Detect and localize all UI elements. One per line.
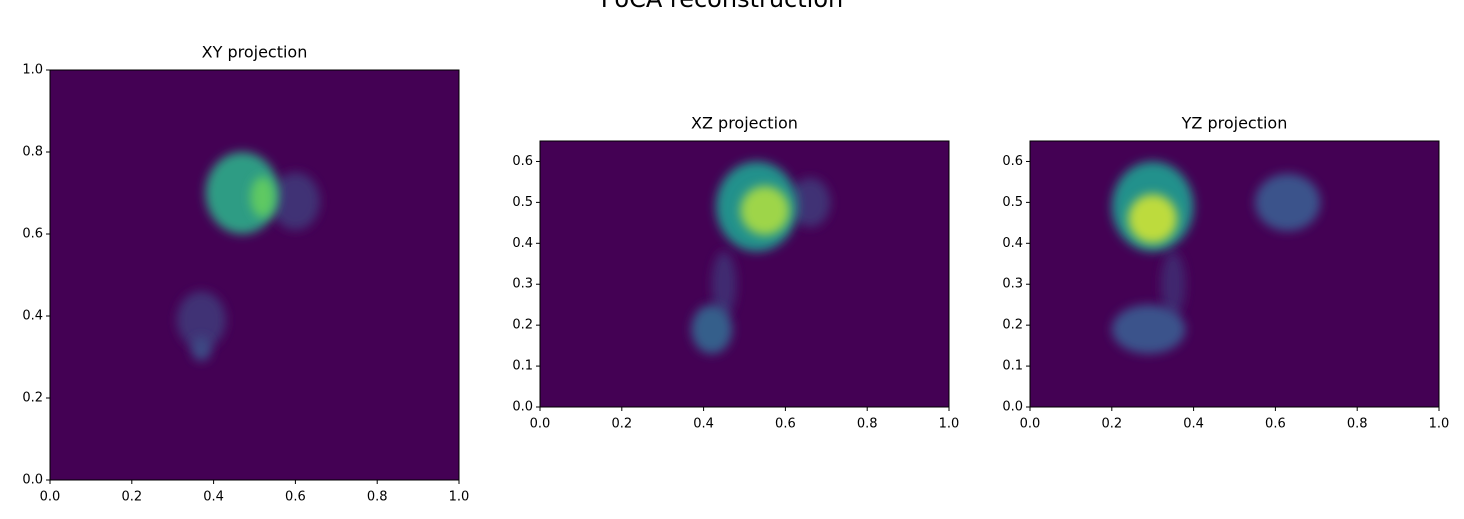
axes-frame [1029, 140, 1440, 408]
x-tick-label: 0.8 [1347, 417, 1368, 432]
heatmap-background [50, 70, 459, 480]
y-tick-label: 0.0 [512, 400, 533, 415]
axes-frame [49, 69, 460, 481]
y-tick-label: 0.0 [1002, 400, 1023, 415]
density-blob [1160, 251, 1186, 317]
x-tick-label: 0.4 [203, 490, 224, 505]
x-tick-label: 0.4 [1183, 417, 1204, 432]
x-tick-label: 1.0 [939, 417, 960, 432]
panel-title: XZ projection [691, 114, 798, 133]
heatmap [540, 141, 949, 407]
x-tick-label: 0.2 [1101, 417, 1122, 432]
x-tick-label: 1.0 [449, 490, 470, 505]
density-blob [691, 304, 733, 354]
density-blob [1111, 304, 1186, 354]
density-blob [191, 336, 212, 362]
y-tick-label: 0.4 [1002, 236, 1023, 251]
axes-frame [539, 140, 950, 408]
x-tick-label: 0.0 [40, 490, 61, 505]
panel: YZ projection 0.0 0.2 0.4 0.6 0.8 1.0 0.0 0.1 0.2… [1002, 114, 1449, 432]
x-tick-label: 0.4 [693, 417, 714, 432]
axes: 0.0 0.2 0.4 0.6 0.8 1.0 0.0 0.1 0.2 0.3 0.4 0.5 0.6 [1002, 140, 1450, 432]
y-tick-label: 0.3 [1002, 277, 1023, 292]
y-tick-label: 0.5 [512, 195, 533, 210]
panel: XZ projection 0.0 0.2 0.4 0.6 0.8 1.0 0.0 0.1 0.2… [512, 114, 959, 432]
density-blob [250, 176, 275, 218]
y-tick-label: 0.1 [512, 359, 533, 374]
axes: 0.0 0.2 0.4 0.6 0.8 1.0 0.0 0.2 0.4 0.6 0.8 1.0 [22, 63, 469, 505]
density-blob [176, 291, 226, 349]
heatmap [1030, 141, 1439, 407]
figure-title: PoCA reconstruction [601, 0, 843, 13]
y-tick-label: 0.8 [22, 145, 43, 160]
axes: 0.0 0.2 0.4 0.6 0.8 1.0 0.0 0.1 0.2 0.3 0.4 0.5 0.6 [512, 140, 960, 432]
y-tick-label: 0.1 [1002, 359, 1023, 374]
y-tick-label: 0.2 [1002, 318, 1023, 333]
y-tick-label: 0.6 [22, 227, 43, 242]
x-tick-label: 0.8 [857, 417, 878, 432]
x-tick-label: 0.6 [775, 417, 796, 432]
heatmap [50, 70, 459, 480]
x-tick-label: 0.2 [121, 490, 142, 505]
panel: XY projection 0.0 0.2 0.4 0.6 0.8 1.0 0.0 0.2 0.4… [22, 43, 469, 505]
x-tick-label: 0.2 [611, 417, 632, 432]
x-tick-label: 0.6 [1265, 417, 1286, 432]
x-tick-label: 0.0 [530, 417, 551, 432]
y-tick-label: 1.0 [22, 63, 43, 78]
y-tick-label: 0.2 [22, 391, 43, 406]
x-tick-label: 0.8 [367, 490, 388, 505]
y-tick-label: 0.2 [512, 318, 533, 333]
y-tick-label: 0.0 [22, 473, 43, 488]
panel-title: YZ projection [1181, 114, 1288, 133]
y-tick-label: 0.4 [22, 309, 43, 324]
density-blob [789, 177, 831, 227]
x-tick-label: 0.6 [285, 490, 306, 505]
x-tick-label: 1.0 [1429, 417, 1450, 432]
y-tick-label: 0.6 [512, 154, 533, 169]
density-blob [1128, 194, 1178, 244]
density-blob [1254, 173, 1321, 232]
panel-title: XY projection [202, 43, 308, 62]
density-blob [740, 186, 790, 236]
y-tick-label: 0.5 [1002, 195, 1023, 210]
density-blob [270, 172, 320, 230]
y-tick-label: 0.3 [512, 277, 533, 292]
x-tick-label: 0.0 [1020, 417, 1041, 432]
y-tick-label: 0.4 [512, 236, 533, 251]
density-blob [711, 251, 737, 317]
y-tick-label: 0.6 [1002, 154, 1023, 169]
heatmap-background [1030, 141, 1439, 407]
